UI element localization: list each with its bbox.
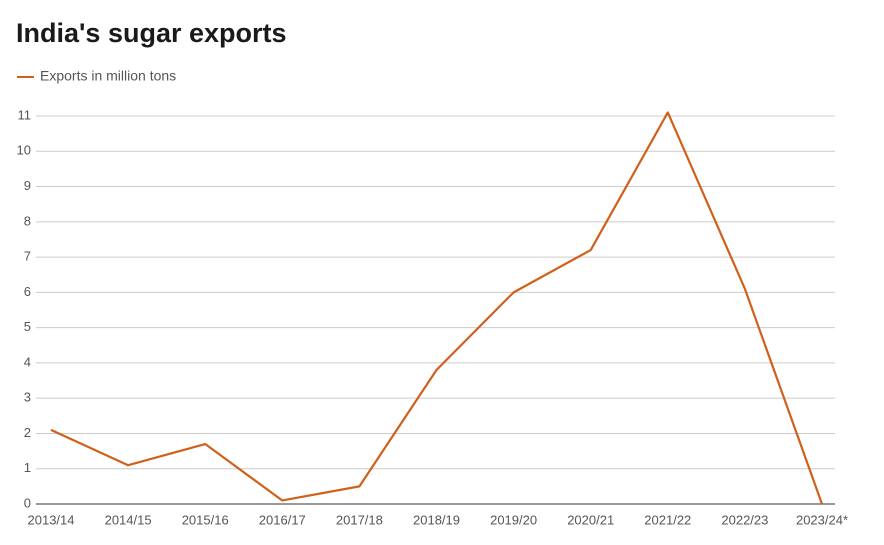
x-tick-label: 2019/20	[490, 512, 537, 527]
y-tick-label: 6	[24, 284, 31, 299]
x-tick-label: 2015/16	[182, 512, 229, 527]
y-tick-label: 9	[24, 178, 31, 193]
y-tick-label: 10	[17, 143, 31, 158]
y-tick-label: 8	[24, 213, 31, 228]
x-tick-label: 2021/22	[644, 512, 691, 527]
x-tick-label: 2017/18	[336, 512, 383, 527]
x-tick-label: 2022/23	[721, 512, 768, 527]
y-tick-label: 4	[24, 354, 31, 369]
x-tick-label: 2016/17	[259, 512, 306, 527]
x-tick-label: 2013/14	[28, 512, 75, 527]
y-tick-label: 2	[24, 425, 31, 440]
data-line	[50, 111, 824, 505]
y-tick-label: 5	[24, 319, 31, 334]
x-tick-label: 2018/19	[413, 512, 460, 527]
y-tick-label: 7	[24, 249, 31, 264]
y-tick-label: 0	[24, 495, 31, 510]
y-tick-label: 3	[24, 390, 31, 405]
x-tick-label: 2020/21	[567, 512, 614, 527]
y-tick-label: 11	[18, 107, 32, 122]
y-tick-label: 1	[24, 460, 31, 475]
x-tick-label: 2014/15	[105, 512, 152, 527]
chart-title: India's sugar exports	[16, 18, 287, 48]
x-tick-label: 2023/24*	[796, 512, 848, 527]
legend-label: Exports in million tons	[40, 68, 176, 84]
